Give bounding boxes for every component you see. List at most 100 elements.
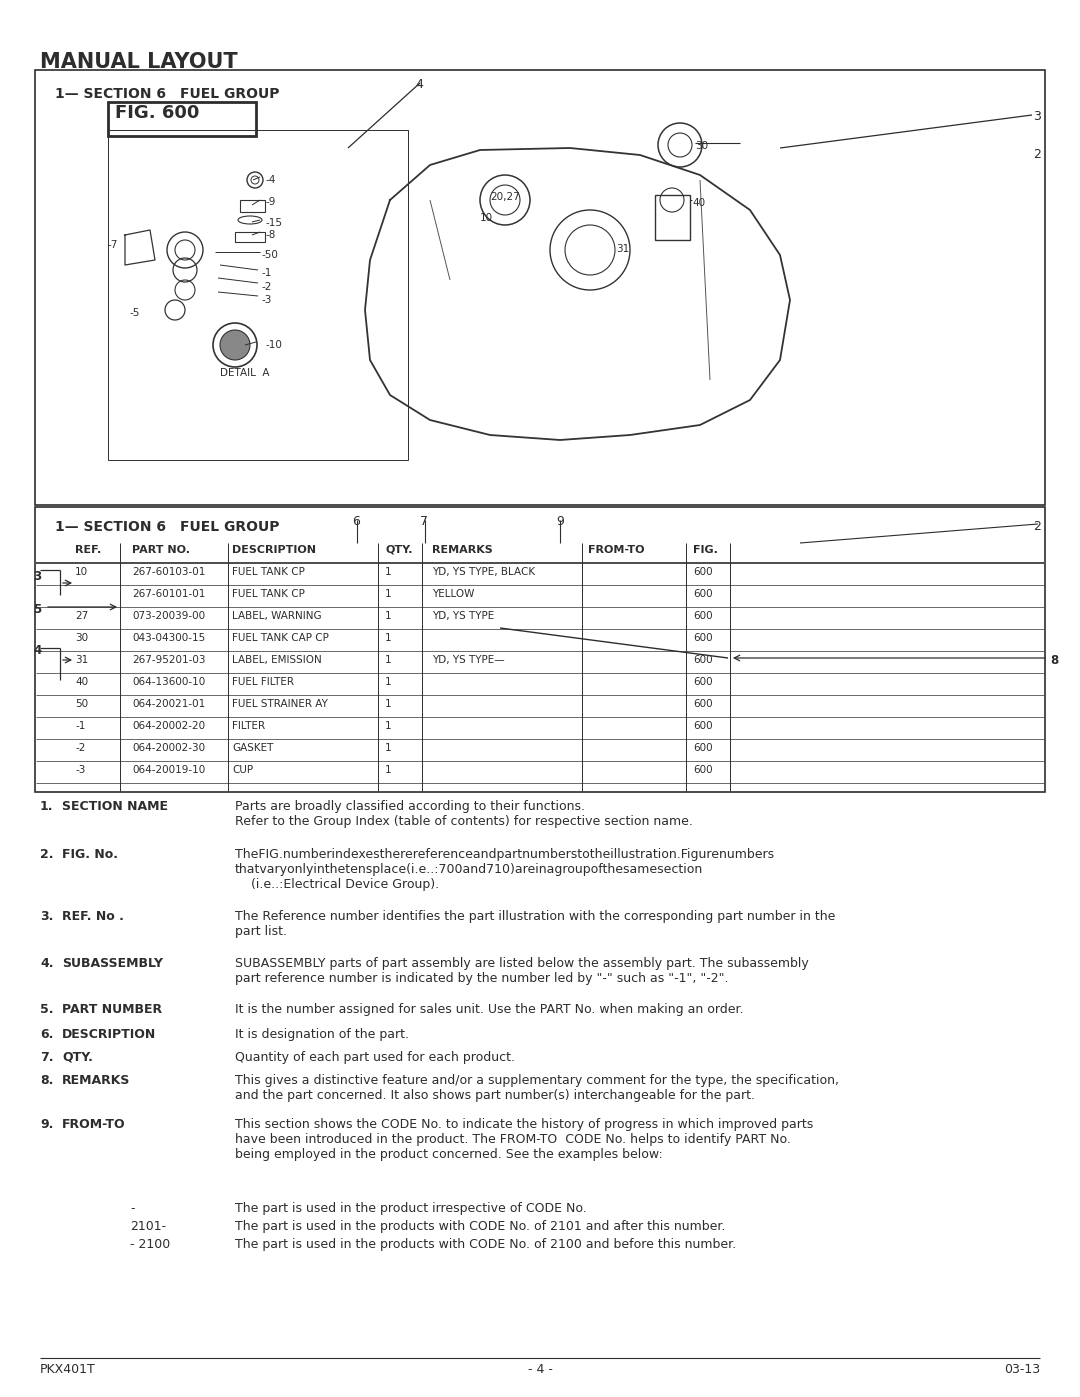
Text: 03-13: 03-13: [1004, 1363, 1040, 1376]
Text: 4: 4: [33, 644, 41, 657]
Text: This gives a distinctive feature and/or a supplementary comment for the type, th: This gives a distinctive feature and/or …: [235, 1074, 839, 1102]
Text: LABEL, EMISSION: LABEL, EMISSION: [232, 655, 322, 665]
Text: 1: 1: [384, 655, 392, 665]
Text: 043-04300-15: 043-04300-15: [132, 633, 205, 643]
Text: The part is used in the products with CODE No. of 2101 and after this number.: The part is used in the products with CO…: [235, 1220, 726, 1234]
Text: It is designation of the part.: It is designation of the part.: [235, 1028, 409, 1041]
Text: -10: -10: [265, 339, 282, 351]
Text: LABEL, WARNING: LABEL, WARNING: [232, 610, 322, 622]
Text: - 4 -: - 4 -: [527, 1363, 553, 1376]
Text: 600: 600: [693, 743, 713, 753]
Text: YELLOW: YELLOW: [432, 590, 474, 599]
Text: PART NO.: PART NO.: [132, 545, 190, 555]
Circle shape: [220, 330, 249, 360]
Text: 600: 600: [693, 610, 713, 622]
Text: Parts are broadly classified according to their functions.
Refer to the Group In: Parts are broadly classified according t…: [235, 800, 693, 828]
Text: 3.: 3.: [40, 909, 53, 923]
Text: 1: 1: [384, 590, 392, 599]
Text: -1: -1: [75, 721, 85, 731]
Text: 40: 40: [75, 678, 89, 687]
Text: 064-20002-20: 064-20002-20: [132, 721, 205, 731]
Text: 064-20019-10: 064-20019-10: [132, 766, 205, 775]
Text: 10: 10: [480, 212, 494, 224]
Text: FROM-TO: FROM-TO: [588, 545, 645, 555]
Text: The Reference number identifies the part illustration with the corresponding par: The Reference number identifies the part…: [235, 909, 835, 937]
Text: 2: 2: [1032, 520, 1041, 534]
Text: 50: 50: [75, 698, 89, 710]
Text: -4: -4: [265, 175, 275, 184]
Text: -5: -5: [130, 307, 140, 319]
Text: -50: -50: [262, 250, 279, 260]
Text: 8: 8: [1050, 654, 1058, 666]
Text: 3: 3: [1032, 110, 1041, 123]
Text: 27: 27: [75, 610, 89, 622]
Text: REF.: REF.: [75, 545, 102, 555]
Text: 600: 600: [693, 567, 713, 577]
Text: 6: 6: [352, 515, 360, 528]
Text: 3: 3: [33, 570, 41, 583]
Bar: [240, 200, 265, 212]
Text: 40: 40: [692, 198, 705, 208]
Text: 5.: 5.: [40, 1003, 54, 1016]
Text: -2: -2: [75, 743, 85, 753]
Text: 1: 1: [384, 633, 392, 643]
Text: - 2100: - 2100: [130, 1238, 171, 1250]
Text: -1: -1: [262, 268, 272, 278]
Text: 1— SECTION 6: 1— SECTION 6: [55, 520, 166, 534]
Text: -15: -15: [265, 218, 282, 228]
Text: FIG. 600: FIG. 600: [114, 103, 200, 122]
Text: 267-60103-01: 267-60103-01: [132, 567, 205, 577]
Text: 31: 31: [616, 244, 630, 254]
Text: This section shows the CODE No. to indicate the history of progress in which imp: This section shows the CODE No. to indic…: [235, 1118, 813, 1161]
Text: DESCRIPTION: DESCRIPTION: [232, 545, 316, 555]
Text: 1.: 1.: [40, 800, 54, 813]
Text: TheFIG.numberindexestherereferenceandpartnumberstotheillustration.Figurenumbers
: TheFIG.numberindexestherereferenceandpar…: [235, 848, 774, 891]
Text: Quantity of each part used for each product.: Quantity of each part used for each prod…: [235, 1051, 515, 1065]
Text: 6.: 6.: [40, 1028, 53, 1041]
Text: DETAIL  A: DETAIL A: [220, 367, 270, 379]
Text: 600: 600: [693, 721, 713, 731]
Text: 1— SECTION 6: 1— SECTION 6: [55, 87, 166, 101]
Text: 064-20021-01: 064-20021-01: [132, 698, 205, 710]
Text: -3: -3: [75, 766, 85, 775]
Text: 2.: 2.: [40, 848, 54, 861]
Text: 20,27: 20,27: [490, 191, 519, 203]
Text: QTY.: QTY.: [62, 1051, 93, 1065]
Text: -9: -9: [265, 197, 275, 207]
Bar: [35, 507, 1045, 792]
Text: 30: 30: [696, 141, 708, 151]
Text: SECTION NAME: SECTION NAME: [62, 800, 168, 813]
Text: 8.: 8.: [40, 1074, 53, 1087]
Text: GASKET: GASKET: [232, 743, 273, 753]
Text: YD, YS TYPE—: YD, YS TYPE—: [432, 655, 504, 665]
Text: 5: 5: [33, 604, 41, 616]
Text: 1: 1: [384, 743, 392, 753]
Text: FUEL TANK CP: FUEL TANK CP: [232, 590, 305, 599]
Text: 31: 31: [75, 655, 89, 665]
Text: 1: 1: [384, 678, 392, 687]
Text: 1: 1: [384, 610, 392, 622]
Text: 4.: 4.: [40, 957, 54, 970]
Text: FILTER: FILTER: [232, 721, 265, 731]
Text: 073-20039-00: 073-20039-00: [132, 610, 205, 622]
Text: The part is used in the product irrespective of CODE No.: The part is used in the product irrespec…: [235, 1201, 586, 1215]
Text: 2101-: 2101-: [130, 1220, 166, 1234]
Text: SUBASSEMBLY: SUBASSEMBLY: [62, 957, 163, 970]
Text: -3: -3: [262, 295, 272, 305]
Bar: [108, 102, 256, 136]
Text: -7: -7: [108, 240, 119, 250]
Text: -2: -2: [262, 282, 272, 292]
Text: FUEL GROUP: FUEL GROUP: [180, 520, 280, 534]
Text: YD, YS TYPE: YD, YS TYPE: [432, 610, 495, 622]
Text: 10: 10: [75, 567, 89, 577]
Bar: [235, 232, 265, 242]
Bar: [35, 70, 1045, 504]
Text: REMARKS: REMARKS: [62, 1074, 131, 1087]
Text: PKX401T: PKX401T: [40, 1363, 96, 1376]
Text: FUEL TANK CP: FUEL TANK CP: [232, 567, 305, 577]
Bar: [654, 196, 690, 240]
Text: FUEL TANK CAP CP: FUEL TANK CAP CP: [232, 633, 329, 643]
Text: SUBASSEMBLY parts of part assembly are listed below the assembly part. The subas: SUBASSEMBLY parts of part assembly are l…: [235, 957, 809, 985]
Text: 9.: 9.: [40, 1118, 53, 1132]
Text: The part is used in the products with CODE No. of 2100 and before this number.: The part is used in the products with CO…: [235, 1238, 737, 1250]
